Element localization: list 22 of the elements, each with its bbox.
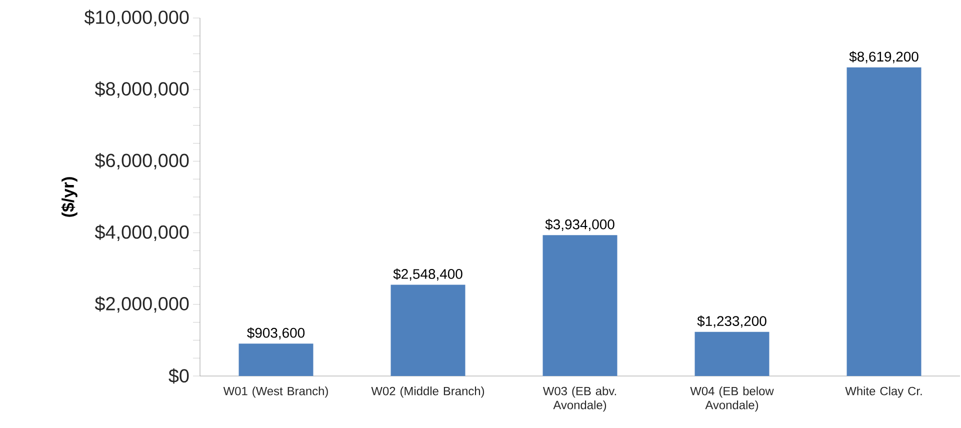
y-tick-label: $6,000,000 [94,152,189,170]
y-tick-label: $0 [168,368,189,384]
bar [694,332,770,376]
bar [238,344,314,376]
y-tick-label: $8,000,000 [94,81,189,98]
y-tick-label: $10,000,000 [84,10,189,26]
bar [390,284,466,376]
x-tick-label: W02 (Middle Branch) [371,386,484,398]
x-tick-label: W01 (West Branch) [223,386,328,398]
y-tick-label: $4,000,000 [94,224,189,242]
x-tick-label: W03 (EB abv. Avondale) [542,386,616,412]
x-tick-label: W04 (EB below Avondale) [690,386,774,412]
data-label: $903,600 [247,327,305,340]
y-axis-title: ($/yr) [61,177,78,217]
data-label: $8,619,200 [849,51,918,64]
data-label: $2,548,400 [393,268,462,281]
data-label: $3,934,000 [545,218,614,231]
data-label: $1,233,200 [697,316,766,328]
x-tick-label: White Clay Cr. [845,386,922,398]
y-tick-label: $2,000,000 [94,296,189,313]
bar [846,67,922,376]
bar [542,235,618,376]
